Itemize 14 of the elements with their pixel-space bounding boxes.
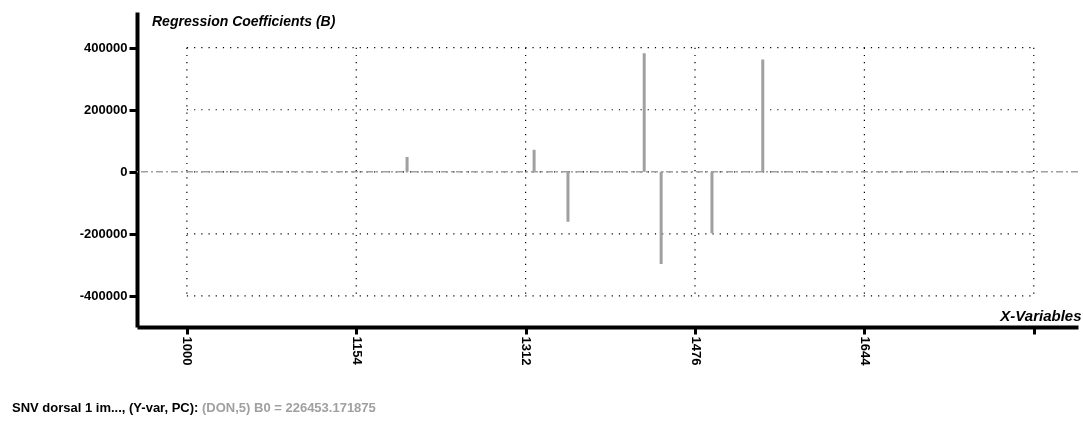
x-tick-label: 1476 [688,336,704,366]
text: SNV dorsal 1 im..., (Y-var, PC): [12,400,199,415]
x-axis-title: X-Variables [999,306,1082,324]
chart-title: Regression Coefficients (B) [152,13,336,29]
y-tick-label: -400000 [79,288,128,304]
x-tick-label: 1644 [857,336,873,367]
y-tick-label: 400000 [84,40,128,56]
text: (DON,5) B0 = 226453.171875 [202,400,376,415]
y-tick-label: 0 [120,164,128,180]
y-tick-label: -200000 [79,226,128,242]
x-tick-label: 1154 [349,336,365,366]
y-tick-label: 200000 [84,102,128,118]
x-tick-label: 1312 [519,336,535,366]
x-tick-label: 1000 [180,336,196,366]
